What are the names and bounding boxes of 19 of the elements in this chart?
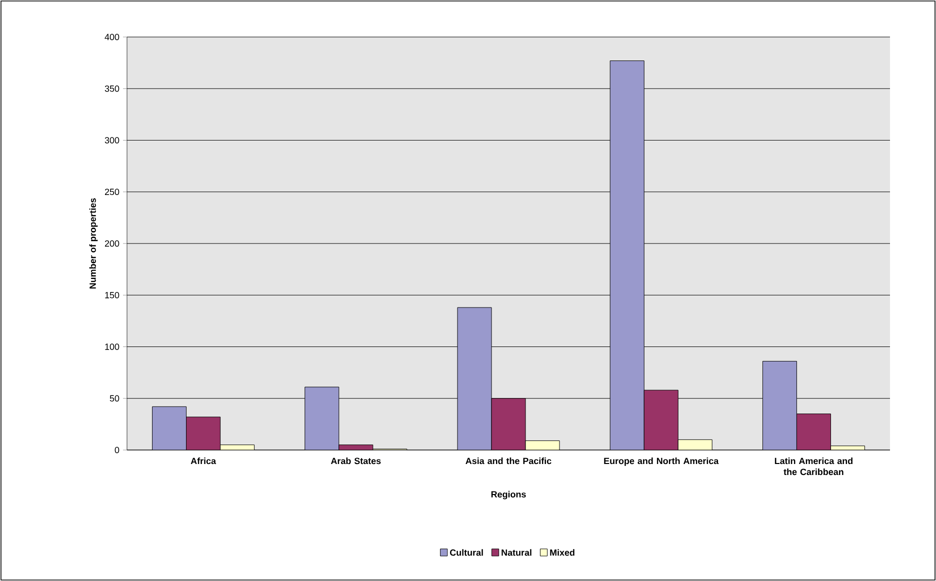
y-tick-label: 200 xyxy=(104,240,120,247)
y-tick-label: 0 xyxy=(114,446,120,454)
y-tick-label: 300 xyxy=(104,137,120,144)
legend-label: Natural xyxy=(502,549,532,556)
y-tick-label: 150 xyxy=(105,292,120,298)
x-tick-label: Africa xyxy=(190,458,216,464)
x-tick-label: Europe and North America xyxy=(604,458,719,466)
y-tick-label: 50 xyxy=(110,395,120,402)
y-tick-label: 100 xyxy=(105,344,120,350)
legend-label: Cultural xyxy=(450,549,483,556)
y-tick-label: 250 xyxy=(104,188,120,196)
y-axis-title: Number of properties xyxy=(89,198,98,288)
x-tick-label: Asia and the Pacific xyxy=(466,458,552,464)
x-tick-label: Arab States xyxy=(330,458,381,464)
y-tick-label: 350 xyxy=(104,85,120,92)
legend-label: Mixed xyxy=(550,549,574,556)
x-tick-label: Latin America and the Caribbean xyxy=(774,458,852,476)
x-axis-title: Regions xyxy=(491,490,526,500)
y-tick-label: 400 xyxy=(104,34,120,40)
